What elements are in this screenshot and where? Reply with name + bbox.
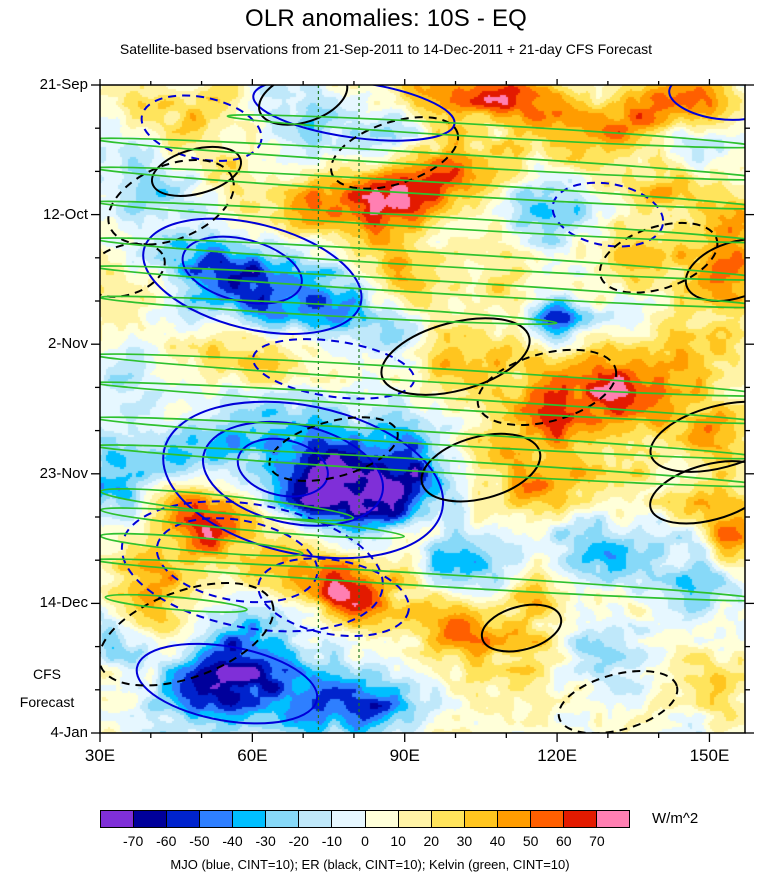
colorbar-tick-label: -40: [222, 833, 243, 849]
colorbar-cell: [266, 811, 300, 827]
colorbar-tick-label: 10: [390, 833, 406, 849]
colorbar-cell: [596, 811, 629, 827]
colorbar-cell: [431, 811, 465, 827]
colorbar: [100, 810, 630, 828]
colorbar-tick-label: -20: [288, 833, 309, 849]
x-axis-tick-label: 120E: [537, 746, 577, 765]
colorbar-cell: [134, 811, 168, 827]
colorbar-tick-label: -50: [189, 833, 210, 849]
y-axis-tick-label: 14-Dec: [39, 594, 88, 612]
colorbar-cell: [563, 811, 597, 827]
colorbar-tick-label: 50: [522, 833, 539, 849]
colorbar-cell: [365, 811, 399, 827]
olr-anomaly-field-canvas: [100, 85, 745, 733]
colorbar-tick-label: 0: [361, 833, 369, 849]
colorbar-tick-label: 30: [456, 833, 473, 849]
colorbar-cell: [332, 811, 366, 827]
x-axis-tick-label: 150E: [689, 746, 730, 765]
colorbar-tick-label: -30: [255, 833, 276, 849]
x-axis-tick-label: 90E: [389, 746, 420, 765]
colorbar-tick-label: -10: [321, 833, 342, 849]
chart-title: OLR anomalies: 10S - EQ: [244, 5, 528, 32]
colorbar-cell: [398, 811, 432, 827]
colorbar-tick-label: 60: [555, 833, 572, 849]
y-axis-tick-label: 2-Nov: [47, 335, 88, 353]
y-axis-tick-label: 4-Jan: [50, 724, 88, 741]
colorbar-cell: [200, 811, 234, 827]
colorbar-cell: [233, 811, 267, 827]
colorbar-tick-label: 40: [489, 833, 506, 849]
colorbar-tick-label: 20: [423, 833, 440, 849]
y-axis-tick-label: 21-Sep: [39, 76, 88, 93]
colorbar-cell: [464, 811, 498, 827]
y-axis-tick-label: 23-Nov: [39, 464, 88, 482]
colorbar-cell: [167, 811, 201, 827]
colorbar-cell: [101, 811, 135, 827]
x-axis-tick-label: 60E: [237, 746, 268, 765]
colorbar-units-label: W/m^2: [652, 810, 699, 827]
chart-subtitle: Satellite-based bservations from 21-Sep-…: [119, 41, 653, 57]
colorbar-tick-label: -70: [123, 833, 144, 849]
y-axis-tick-label: 12-Oct: [42, 205, 88, 223]
wave-legend: MJO (blue, CINT=10); ER (black, CINT=10)…: [170, 857, 570, 872]
colorbar-tick-label: -60: [156, 833, 177, 849]
cfs-forecast-label-line1: CFS: [33, 666, 61, 682]
colorbar-cell: [497, 811, 531, 827]
colorbar-cell: [299, 811, 333, 827]
x-axis-tick-label: 30E: [84, 746, 116, 765]
cfs-forecast-label-line2: Forecast: [19, 694, 75, 710]
colorbar-cell: [530, 811, 564, 827]
colorbar-tick-label: 70: [589, 833, 605, 849]
